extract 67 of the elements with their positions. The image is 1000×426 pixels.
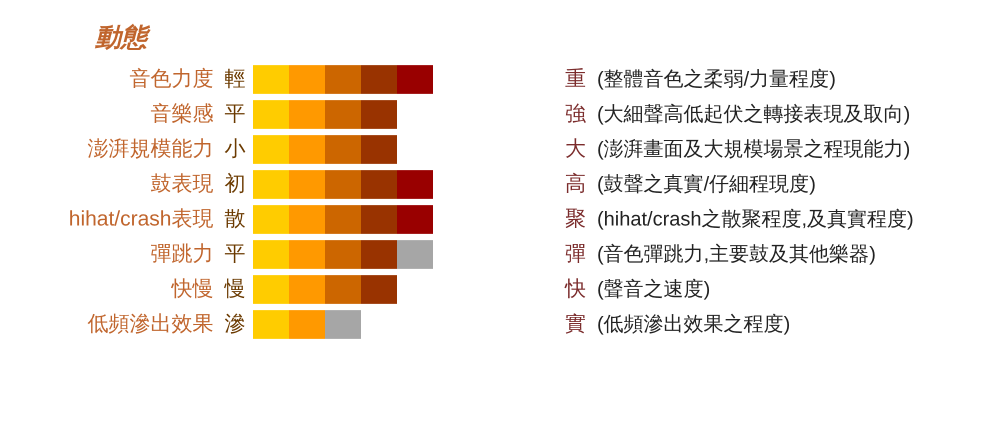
text: 快 xyxy=(564,278,586,300)
y-tick-label: hihat/crash表現 xyxy=(68,208,214,230)
text: 小 xyxy=(224,138,246,160)
bar xyxy=(253,170,289,199)
text: 強 xyxy=(565,102,586,126)
y-tick-label: 低頻滲出效果 xyxy=(88,312,214,336)
bar xyxy=(289,275,325,304)
bar xyxy=(361,170,397,199)
bar xyxy=(397,205,433,234)
bar xyxy=(397,170,433,199)
bar xyxy=(325,135,361,164)
y-tick-label: 彈跳力 xyxy=(150,242,214,266)
text: 高 xyxy=(565,172,586,196)
bar xyxy=(289,310,325,339)
bar xyxy=(397,65,433,94)
bar xyxy=(253,100,289,129)
bar xyxy=(289,170,325,199)
bar xyxy=(361,65,397,94)
bar xyxy=(361,205,397,234)
text: 大 xyxy=(565,138,586,160)
text: 聚 xyxy=(565,208,586,230)
bar xyxy=(361,275,397,304)
bar xyxy=(325,275,361,304)
bar xyxy=(289,100,325,129)
text: 平 xyxy=(224,242,246,266)
y-tick-label: 鼓表現 xyxy=(150,172,214,196)
bar xyxy=(325,170,361,199)
bar xyxy=(325,310,361,339)
bar xyxy=(253,310,289,339)
bar xyxy=(361,240,397,269)
text: 輕 xyxy=(224,68,246,90)
text: 彈 xyxy=(565,242,586,266)
text: (hihat/crash之散聚程度,及真實程度) xyxy=(597,208,914,230)
text: 平 xyxy=(224,102,246,126)
bar xyxy=(361,100,397,129)
text: 滲 xyxy=(224,312,246,336)
bar xyxy=(397,240,433,269)
text: (低頻滲出效果之程度) xyxy=(597,314,790,336)
bar xyxy=(289,205,325,234)
text: 慢 xyxy=(224,278,246,300)
text: (大細聲高低起伏之轉接表現及取向) xyxy=(597,102,910,126)
bar xyxy=(253,240,289,269)
bar xyxy=(325,205,361,234)
bar xyxy=(325,240,361,269)
bar xyxy=(253,65,289,94)
y-tick-label: 快慢 xyxy=(170,278,214,300)
bar xyxy=(325,100,361,129)
text: 初 xyxy=(224,172,246,196)
y-tick-label: 音樂感 xyxy=(150,102,214,126)
text: 散 xyxy=(224,208,246,230)
bar xyxy=(325,65,361,94)
y-tick-label: 音色力度 xyxy=(130,68,214,90)
text: (音色彈跳力,主要鼓及其他樂器) xyxy=(597,242,876,266)
bar xyxy=(289,240,325,269)
bar xyxy=(289,65,325,94)
text: (聲音之速度) xyxy=(597,278,710,300)
text: 重 xyxy=(565,68,586,90)
text: (澎湃畫面及大規模場景之程現能力) xyxy=(597,138,910,160)
bar xyxy=(253,135,289,164)
bar xyxy=(361,135,397,164)
bar xyxy=(289,135,325,164)
bar xyxy=(253,275,289,304)
bar xyxy=(253,205,289,234)
text: 實 xyxy=(565,312,586,336)
text: (鼓聲之真實/仔細程現度) xyxy=(597,174,816,196)
y-tick-label: 澎湃規模能力 xyxy=(88,138,214,160)
text: (整體音色之柔弱/力量程度) xyxy=(597,68,836,90)
